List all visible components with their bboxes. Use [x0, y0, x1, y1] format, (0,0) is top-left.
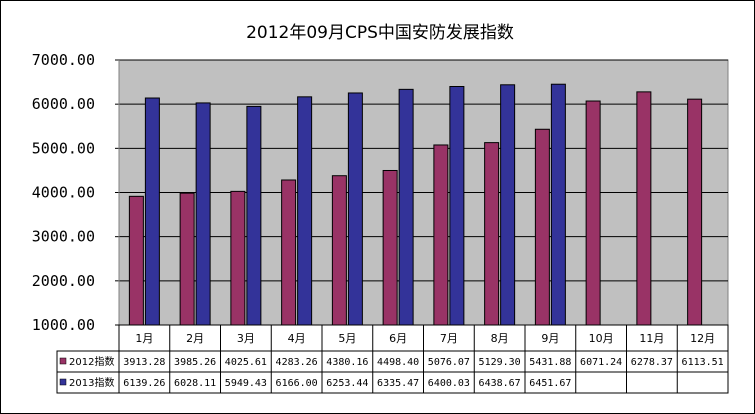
bar-2013: [449, 85, 465, 326]
bar-2013: [347, 92, 363, 326]
bar-2012: [179, 192, 195, 326]
bar-2012: [433, 144, 449, 326]
bar-2012: [281, 179, 297, 326]
bar-2013: [398, 88, 414, 326]
data-label: 6438.67: [479, 378, 521, 389]
y-tick-label: 5000.00: [32, 139, 95, 157]
legend-label: 2013指数: [69, 376, 114, 389]
x-category-label: 3月: [237, 332, 255, 345]
x-category-label: 6月: [389, 332, 407, 345]
y-tick-label: 4000.00: [32, 184, 95, 202]
bar-2012: [382, 169, 398, 326]
bar-2012: [534, 128, 550, 326]
data-label: 5076.07: [428, 357, 470, 368]
x-category-label: 7月: [440, 332, 458, 345]
data-label: 6139.26: [123, 378, 165, 389]
legend-label: 2012指数: [69, 355, 114, 368]
bar-2013: [246, 105, 262, 326]
y-tick-label: 1000.00: [32, 316, 95, 334]
legend-key: [59, 378, 67, 386]
data-label: 6071.24: [580, 357, 622, 368]
data-label: 6335.47: [377, 378, 419, 389]
y-tick-label: 7000.00: [32, 51, 95, 69]
chart-title: 2012年09月CPS中国安防发展指数: [246, 23, 514, 43]
bar-2013: [297, 96, 313, 326]
bar-2012: [687, 98, 703, 326]
data-label: 6278.37: [631, 357, 673, 368]
data-label: 5129.30: [479, 357, 521, 368]
bar-2012: [636, 91, 652, 326]
y-tick-label: 3000.00: [32, 228, 95, 246]
data-label: 6028.11: [174, 378, 216, 389]
data-label: 4498.40: [377, 357, 419, 368]
bar-2013: [195, 102, 211, 326]
bar-2012: [128, 195, 144, 326]
x-category-label: 8月: [491, 332, 509, 345]
bar-2012: [585, 100, 601, 326]
y-tick-label: 2000.00: [32, 272, 95, 290]
data-label: 3985.26: [174, 357, 216, 368]
bar-2012: [331, 175, 347, 326]
bar-2013: [144, 97, 160, 326]
x-category-label: 10月: [589, 332, 614, 345]
data-label: 6451.67: [529, 378, 571, 389]
data-label: 6400.03: [428, 378, 470, 389]
data-label: 5431.88: [529, 357, 571, 368]
x-category-label: 1月: [135, 332, 153, 345]
data-label: 4283.26: [276, 357, 318, 368]
x-category-label: 4月: [288, 332, 306, 345]
data-label: 4025.61: [225, 357, 267, 368]
data-label: 6113.51: [682, 357, 724, 368]
bar-2012: [230, 190, 246, 326]
legend-key: [59, 357, 67, 365]
x-category-label: 9月: [541, 332, 559, 345]
x-category-label: 12月: [690, 332, 715, 345]
data-label: 5949.43: [225, 378, 267, 389]
bar-2013: [500, 84, 516, 326]
bar-2013: [550, 83, 566, 326]
x-category-label: 2月: [186, 332, 204, 345]
data-label: 6166.00: [276, 378, 318, 389]
data-label: 6253.44: [326, 378, 368, 389]
x-category-label: 11月: [639, 332, 664, 345]
bar-2012: [484, 142, 500, 326]
data-label: 3913.28: [123, 357, 165, 368]
x-category-label: 5月: [338, 332, 356, 345]
y-tick-label: 6000.00: [32, 95, 95, 113]
data-label: 4380.16: [326, 357, 368, 368]
